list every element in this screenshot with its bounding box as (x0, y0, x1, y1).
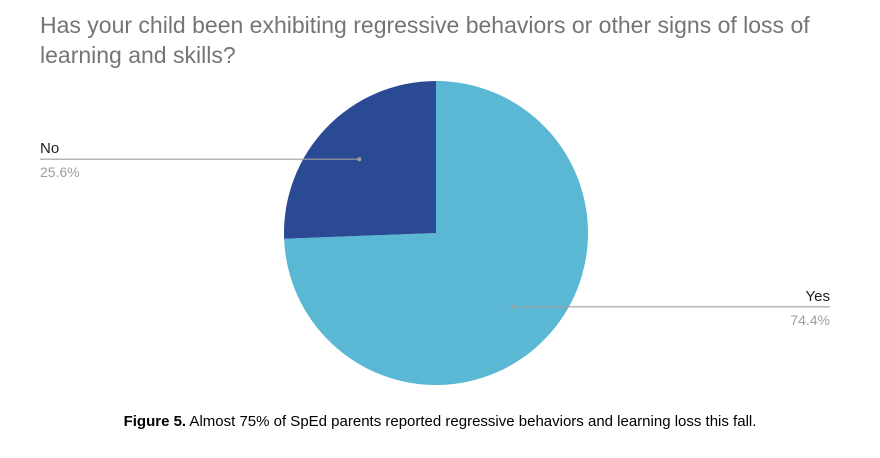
figure-caption: Figure 5. Almost 75% of SpEd parents rep… (0, 412, 880, 432)
leader-dot-no (357, 157, 362, 162)
slice-value-yes: 74.4% (790, 312, 830, 328)
slice-labels: Yes 74.4% No 25.6% (40, 140, 830, 328)
leader-dot-yes (510, 304, 515, 309)
slice-label-yes: Yes (806, 288, 830, 305)
caption-figure-label: Figure 5. (123, 413, 187, 430)
pie-slice-yes (284, 81, 589, 385)
leader-lines (40, 157, 830, 309)
chart-title: Has your child been exhibiting regressiv… (40, 12, 810, 68)
slice-label-no: No (40, 140, 59, 157)
pie-slices (284, 81, 589, 385)
caption-text: Almost 75% of SpEd parents reported regr… (186, 413, 757, 430)
slice-value-no: 25.6% (40, 164, 80, 180)
